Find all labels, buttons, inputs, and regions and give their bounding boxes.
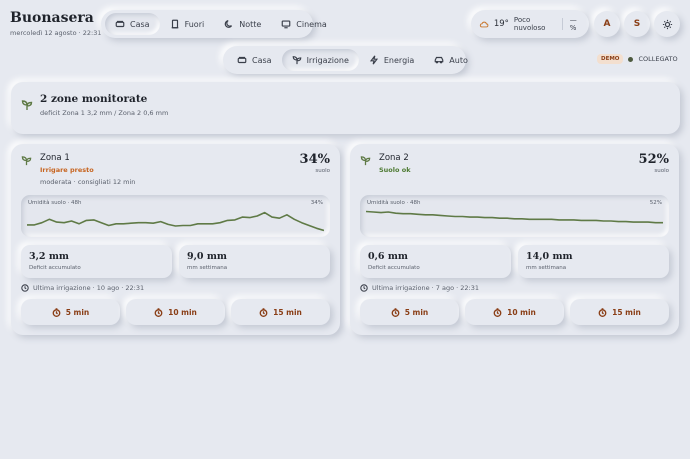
zone-name: Zona 2 bbox=[379, 153, 409, 163]
zone-moisture: 52% bbox=[638, 152, 669, 167]
irrigate-10-button[interactable]: 10 min bbox=[465, 299, 564, 325]
deficit-value: 0,6 mm bbox=[368, 251, 408, 262]
irrigate-5-button[interactable]: 5 min bbox=[360, 299, 459, 325]
last-irrigation: Ultima irrigazione · 10 ago · 22:31 bbox=[33, 284, 145, 292]
chart-last-value: 52% bbox=[649, 200, 662, 206]
sofa-icon bbox=[115, 20, 125, 28]
timer-icon bbox=[154, 307, 163, 317]
timer-icon bbox=[493, 307, 502, 317]
weather-widget[interactable]: 19° Poco nuvoloso —% bbox=[471, 10, 589, 38]
door-icon bbox=[171, 19, 178, 29]
scene-nav: Casa Fuori Notte Cinema bbox=[101, 10, 327, 38]
timer-icon bbox=[52, 307, 61, 317]
sprout-icon bbox=[292, 56, 301, 65]
car-icon bbox=[434, 56, 444, 64]
scene-tab-fuori[interactable]: Fuori bbox=[160, 13, 215, 35]
sprout-icon bbox=[21, 156, 32, 166]
connection-status: DEMO COLLEGATO bbox=[597, 54, 678, 64]
deficit-tile: 3,2 mm Deficit accumulato bbox=[21, 245, 172, 278]
sprout-icon bbox=[360, 156, 371, 166]
irrigate-15-button[interactable]: 15 min bbox=[231, 299, 330, 325]
timer-icon bbox=[598, 307, 607, 317]
weather-temp: 19° bbox=[493, 19, 509, 29]
zone-moisture-unit: suolo bbox=[315, 168, 330, 174]
scene-tab-notte[interactable]: Notte bbox=[214, 13, 271, 35]
moon-icon bbox=[224, 20, 233, 28]
deficit-value: 3,2 mm bbox=[29, 251, 69, 262]
scene-tab-casa[interactable]: Casa bbox=[105, 13, 160, 35]
last-irrigation: Ultima irrigazione · 7 ago · 22:31 bbox=[372, 284, 479, 292]
timer-icon bbox=[391, 307, 400, 317]
header: Buonasera mercoledì 12 agosto · 22:31 bbox=[10, 10, 101, 37]
avatar[interactable]: A bbox=[594, 11, 620, 37]
zone-card: Zona 2 Suolo ok 52% suolo Umidità suolo … bbox=[350, 144, 679, 335]
greeting: Buonasera bbox=[10, 10, 94, 26]
zone-card: Zona 1 Irrigare presto moderata · consig… bbox=[11, 144, 340, 335]
moisture-chart: Umidità suolo · 48h 52% bbox=[360, 195, 669, 237]
irrigate-15-button[interactable]: 15 min bbox=[570, 299, 669, 325]
section-tab-casa[interactable]: Casa bbox=[227, 49, 282, 71]
chart-label: Umidità suolo · 48h bbox=[28, 200, 82, 206]
zone-moisture: 34% bbox=[299, 152, 330, 167]
moisture-line bbox=[366, 210, 663, 224]
zone-name: Zona 1 bbox=[40, 153, 70, 163]
zone-detail: moderata · consigliati 12 min bbox=[40, 178, 136, 186]
chart-label: Umidità suolo · 48h bbox=[367, 200, 421, 206]
deficit-label: Deficit accumulato bbox=[29, 265, 81, 271]
weather-humidity: —% bbox=[569, 16, 577, 32]
weekly-value: 14,0 mm bbox=[526, 251, 573, 262]
summary-card: 2 zone monitorate deficit Zona 1 3,2 mm … bbox=[11, 82, 680, 134]
divider bbox=[561, 18, 563, 30]
weekly-tile: 9,0 mm mm settimana bbox=[179, 245, 330, 278]
status-dot bbox=[628, 56, 634, 62]
weekly-value: 9,0 mm bbox=[187, 251, 227, 262]
cloud-icon bbox=[479, 21, 489, 27]
deficit-label: Deficit accumulato bbox=[368, 265, 420, 271]
settings-button[interactable] bbox=[654, 11, 680, 37]
zone-moisture-unit: suolo bbox=[654, 168, 669, 174]
chart-last-value: 34% bbox=[310, 200, 323, 206]
clock-icon bbox=[360, 284, 368, 292]
timer-icon bbox=[259, 307, 268, 317]
section-tab-irrigazione[interactable]: Irrigazione bbox=[281, 49, 359, 71]
deficit-tile: 0,6 mm Deficit accumulato bbox=[360, 245, 511, 278]
zone-status: Irrigare presto bbox=[40, 166, 94, 174]
moisture-line bbox=[27, 211, 324, 232]
moisture-series-line bbox=[27, 211, 324, 232]
weather-condition: Poco nuvoloso bbox=[513, 16, 546, 32]
avatar[interactable]: S bbox=[624, 11, 650, 37]
status-text: COLLEGATO bbox=[638, 55, 678, 63]
datetime: mercoledì 12 agosto · 22:31 bbox=[10, 29, 102, 37]
irrigate-5-button[interactable]: 5 min bbox=[21, 299, 120, 325]
sun-icon bbox=[662, 19, 672, 29]
demo-badge: DEMO bbox=[597, 54, 624, 64]
zone-status: Suolo ok bbox=[379, 166, 411, 174]
bolt-icon bbox=[369, 55, 378, 65]
moisture-chart: Umidità suolo · 48h 34% bbox=[21, 195, 330, 237]
summary-title: 2 zone monitorate bbox=[40, 93, 148, 105]
clock-icon bbox=[21, 284, 29, 292]
section-tab-auto[interactable]: Auto bbox=[424, 49, 478, 71]
scene-tab-cinema[interactable]: Cinema bbox=[271, 13, 337, 35]
sofa-icon bbox=[237, 56, 247, 64]
summary-subtitle: deficit Zona 1 3,2 mm / Zona 2 0,6 mm bbox=[40, 109, 169, 117]
weekly-label: mm settimana bbox=[526, 265, 567, 271]
sprout-icon bbox=[21, 100, 33, 110]
tv-icon bbox=[281, 20, 291, 29]
weekly-tile: 14,0 mm mm settimana bbox=[518, 245, 669, 278]
section-tab-energia[interactable]: Energia bbox=[359, 49, 424, 71]
weekly-label: mm settimana bbox=[187, 265, 228, 271]
moisture-series-line bbox=[366, 210, 663, 224]
section-nav: Casa Irrigazione Energia Auto bbox=[223, 46, 468, 74]
irrigate-10-button[interactable]: 10 min bbox=[126, 299, 225, 325]
